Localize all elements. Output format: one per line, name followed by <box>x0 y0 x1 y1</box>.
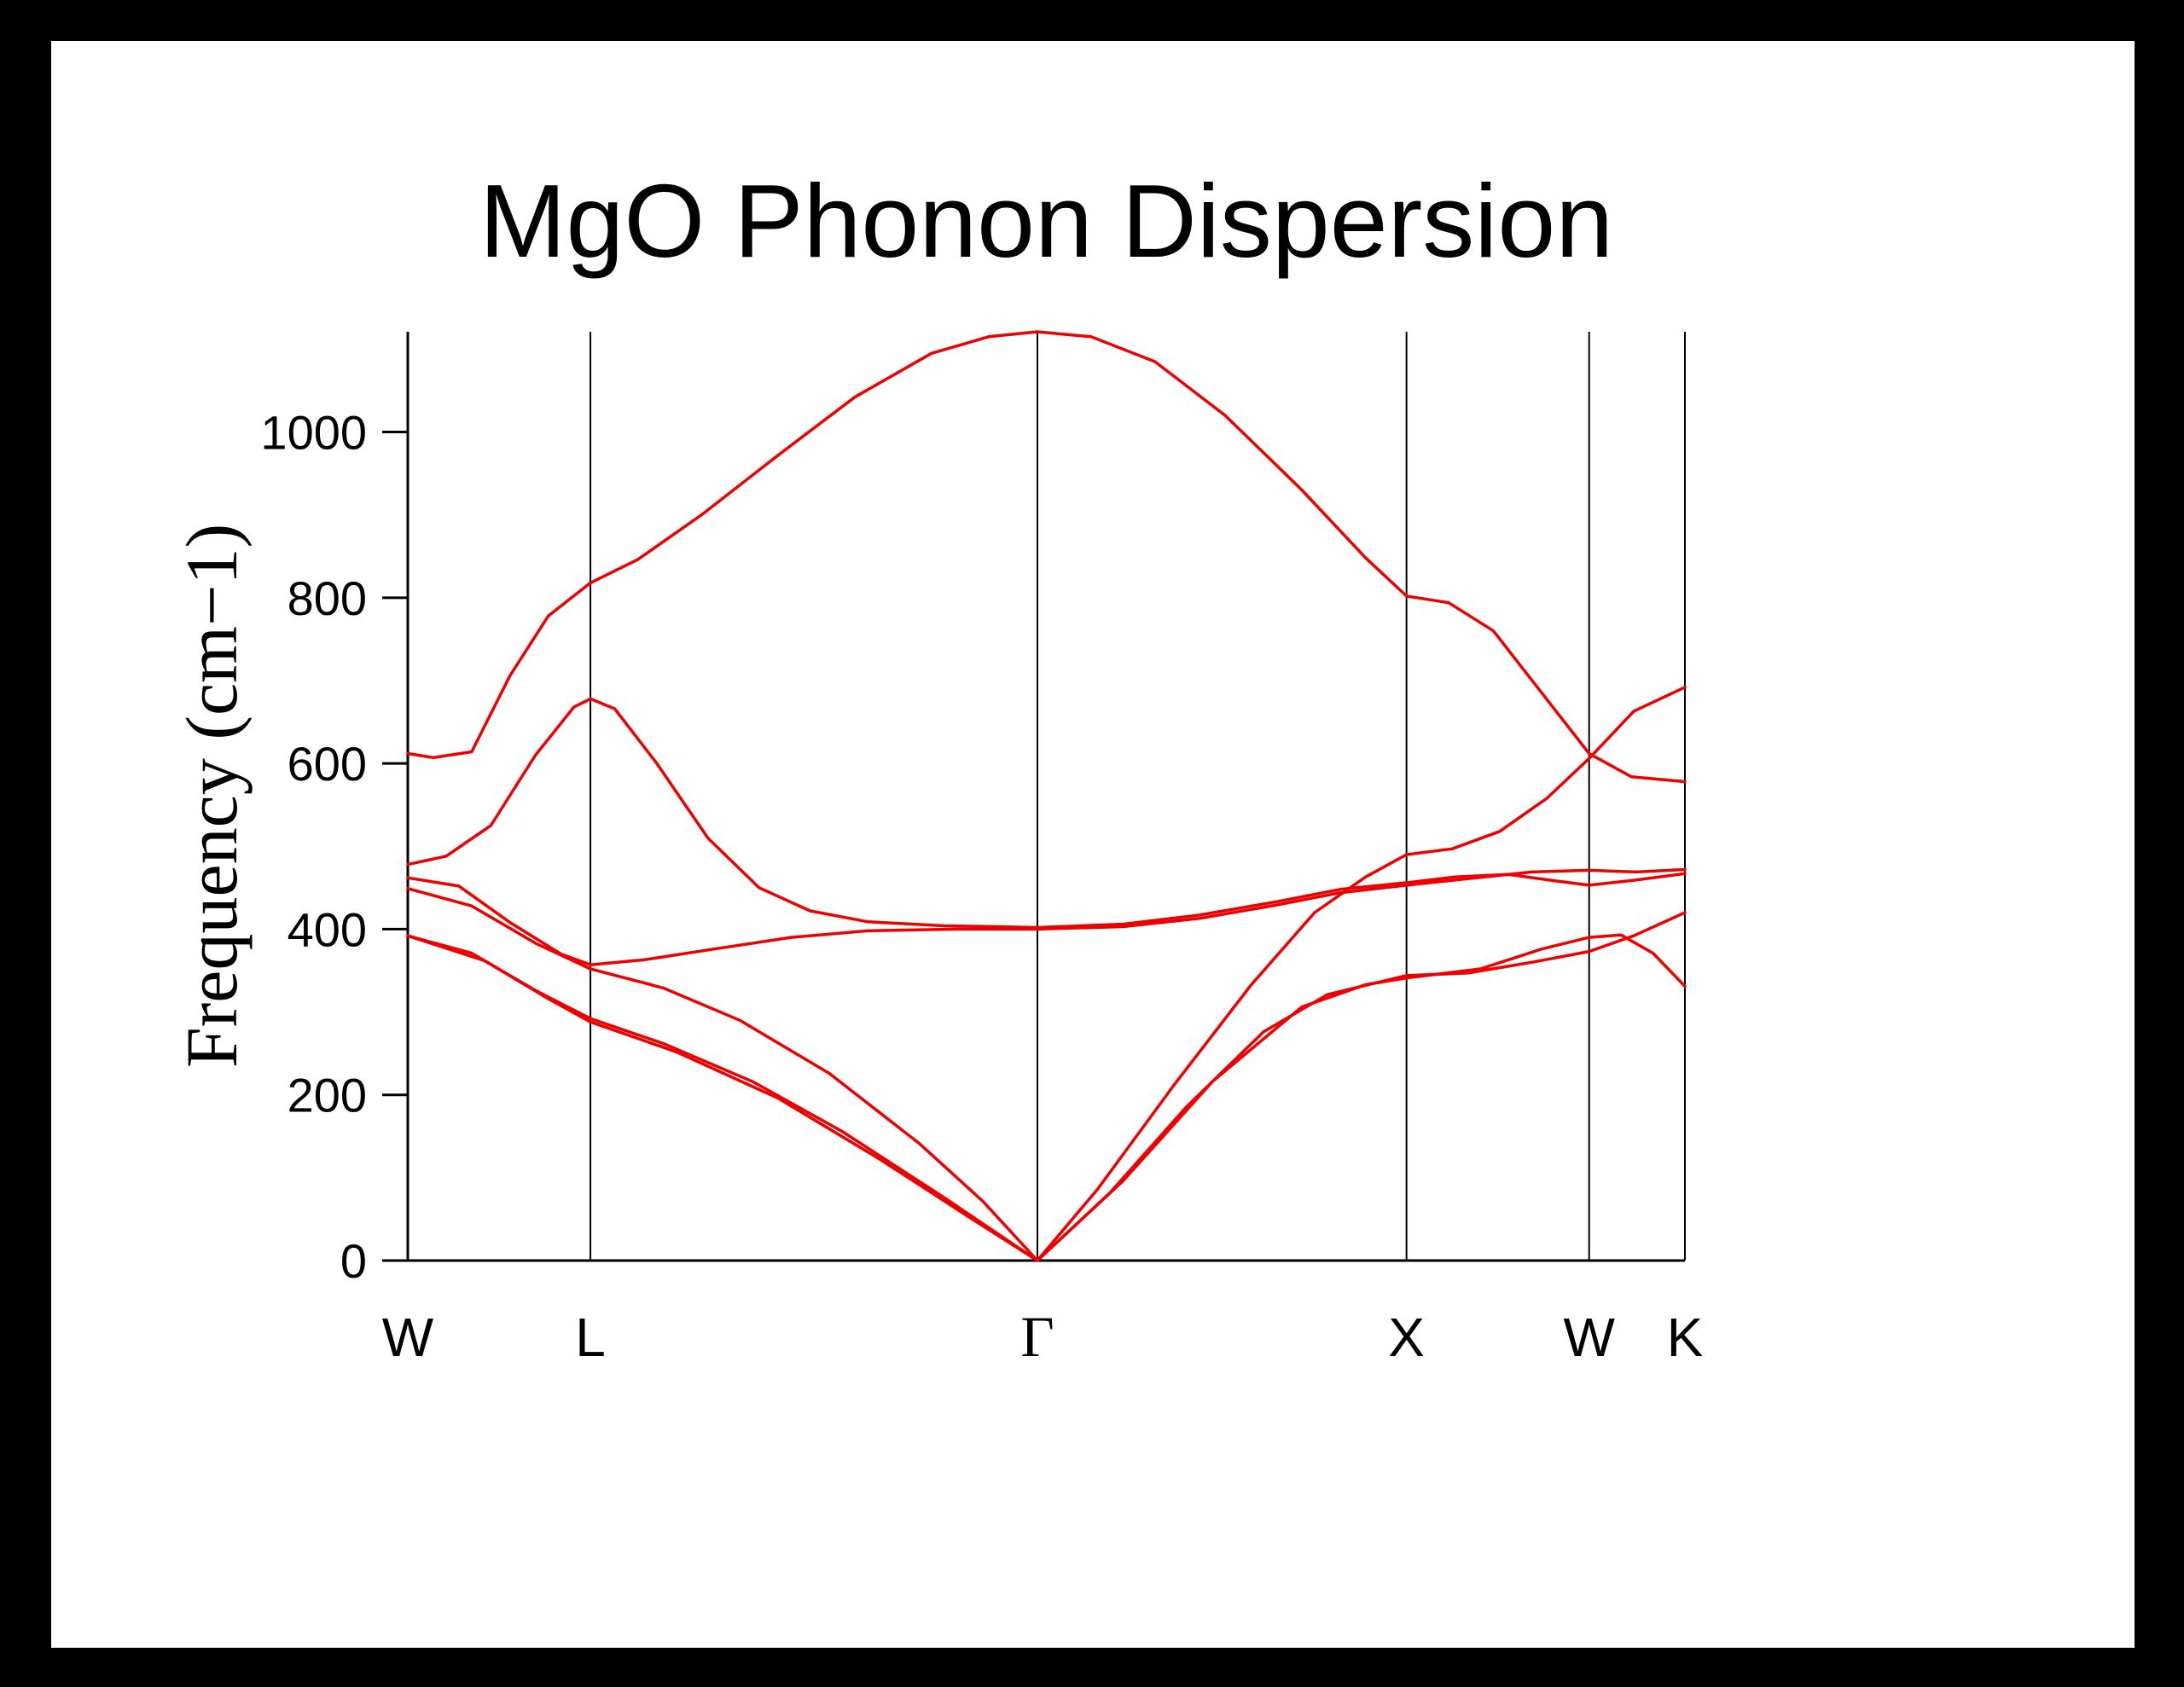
chart-title: MgO Phonon Dispersion <box>479 163 1614 279</box>
y-tick-label: 800 <box>288 571 367 625</box>
x-axis-label-K: K <box>1667 1307 1704 1368</box>
x-axis-label-W: W <box>1564 1307 1616 1368</box>
x-axis-label-W: W <box>382 1307 434 1368</box>
phonon-branch-TO2 <box>406 867 1687 966</box>
x-axis-label-L: L <box>575 1307 606 1368</box>
y-tick-label: 1000 <box>260 406 367 460</box>
phonon-branch-TO1 <box>406 697 1687 930</box>
y-tick-label: 600 <box>288 737 367 791</box>
x-axis-label-X: X <box>1388 1307 1425 1368</box>
phonon-branch-LO <box>406 330 1687 784</box>
phonon-branch-LA <box>406 686 1687 1262</box>
figure-canvas: MgO Phonon Dispersion Frequency (cm−1) 0… <box>51 41 2135 1648</box>
y-tick-label: 400 <box>288 902 367 956</box>
y-tick-label: 200 <box>288 1069 367 1122</box>
phonon-branch-TA2 <box>406 933 1687 1262</box>
y-tick-label: 0 <box>340 1234 367 1288</box>
x-axis-label-Γ: Γ <box>1020 1304 1054 1369</box>
